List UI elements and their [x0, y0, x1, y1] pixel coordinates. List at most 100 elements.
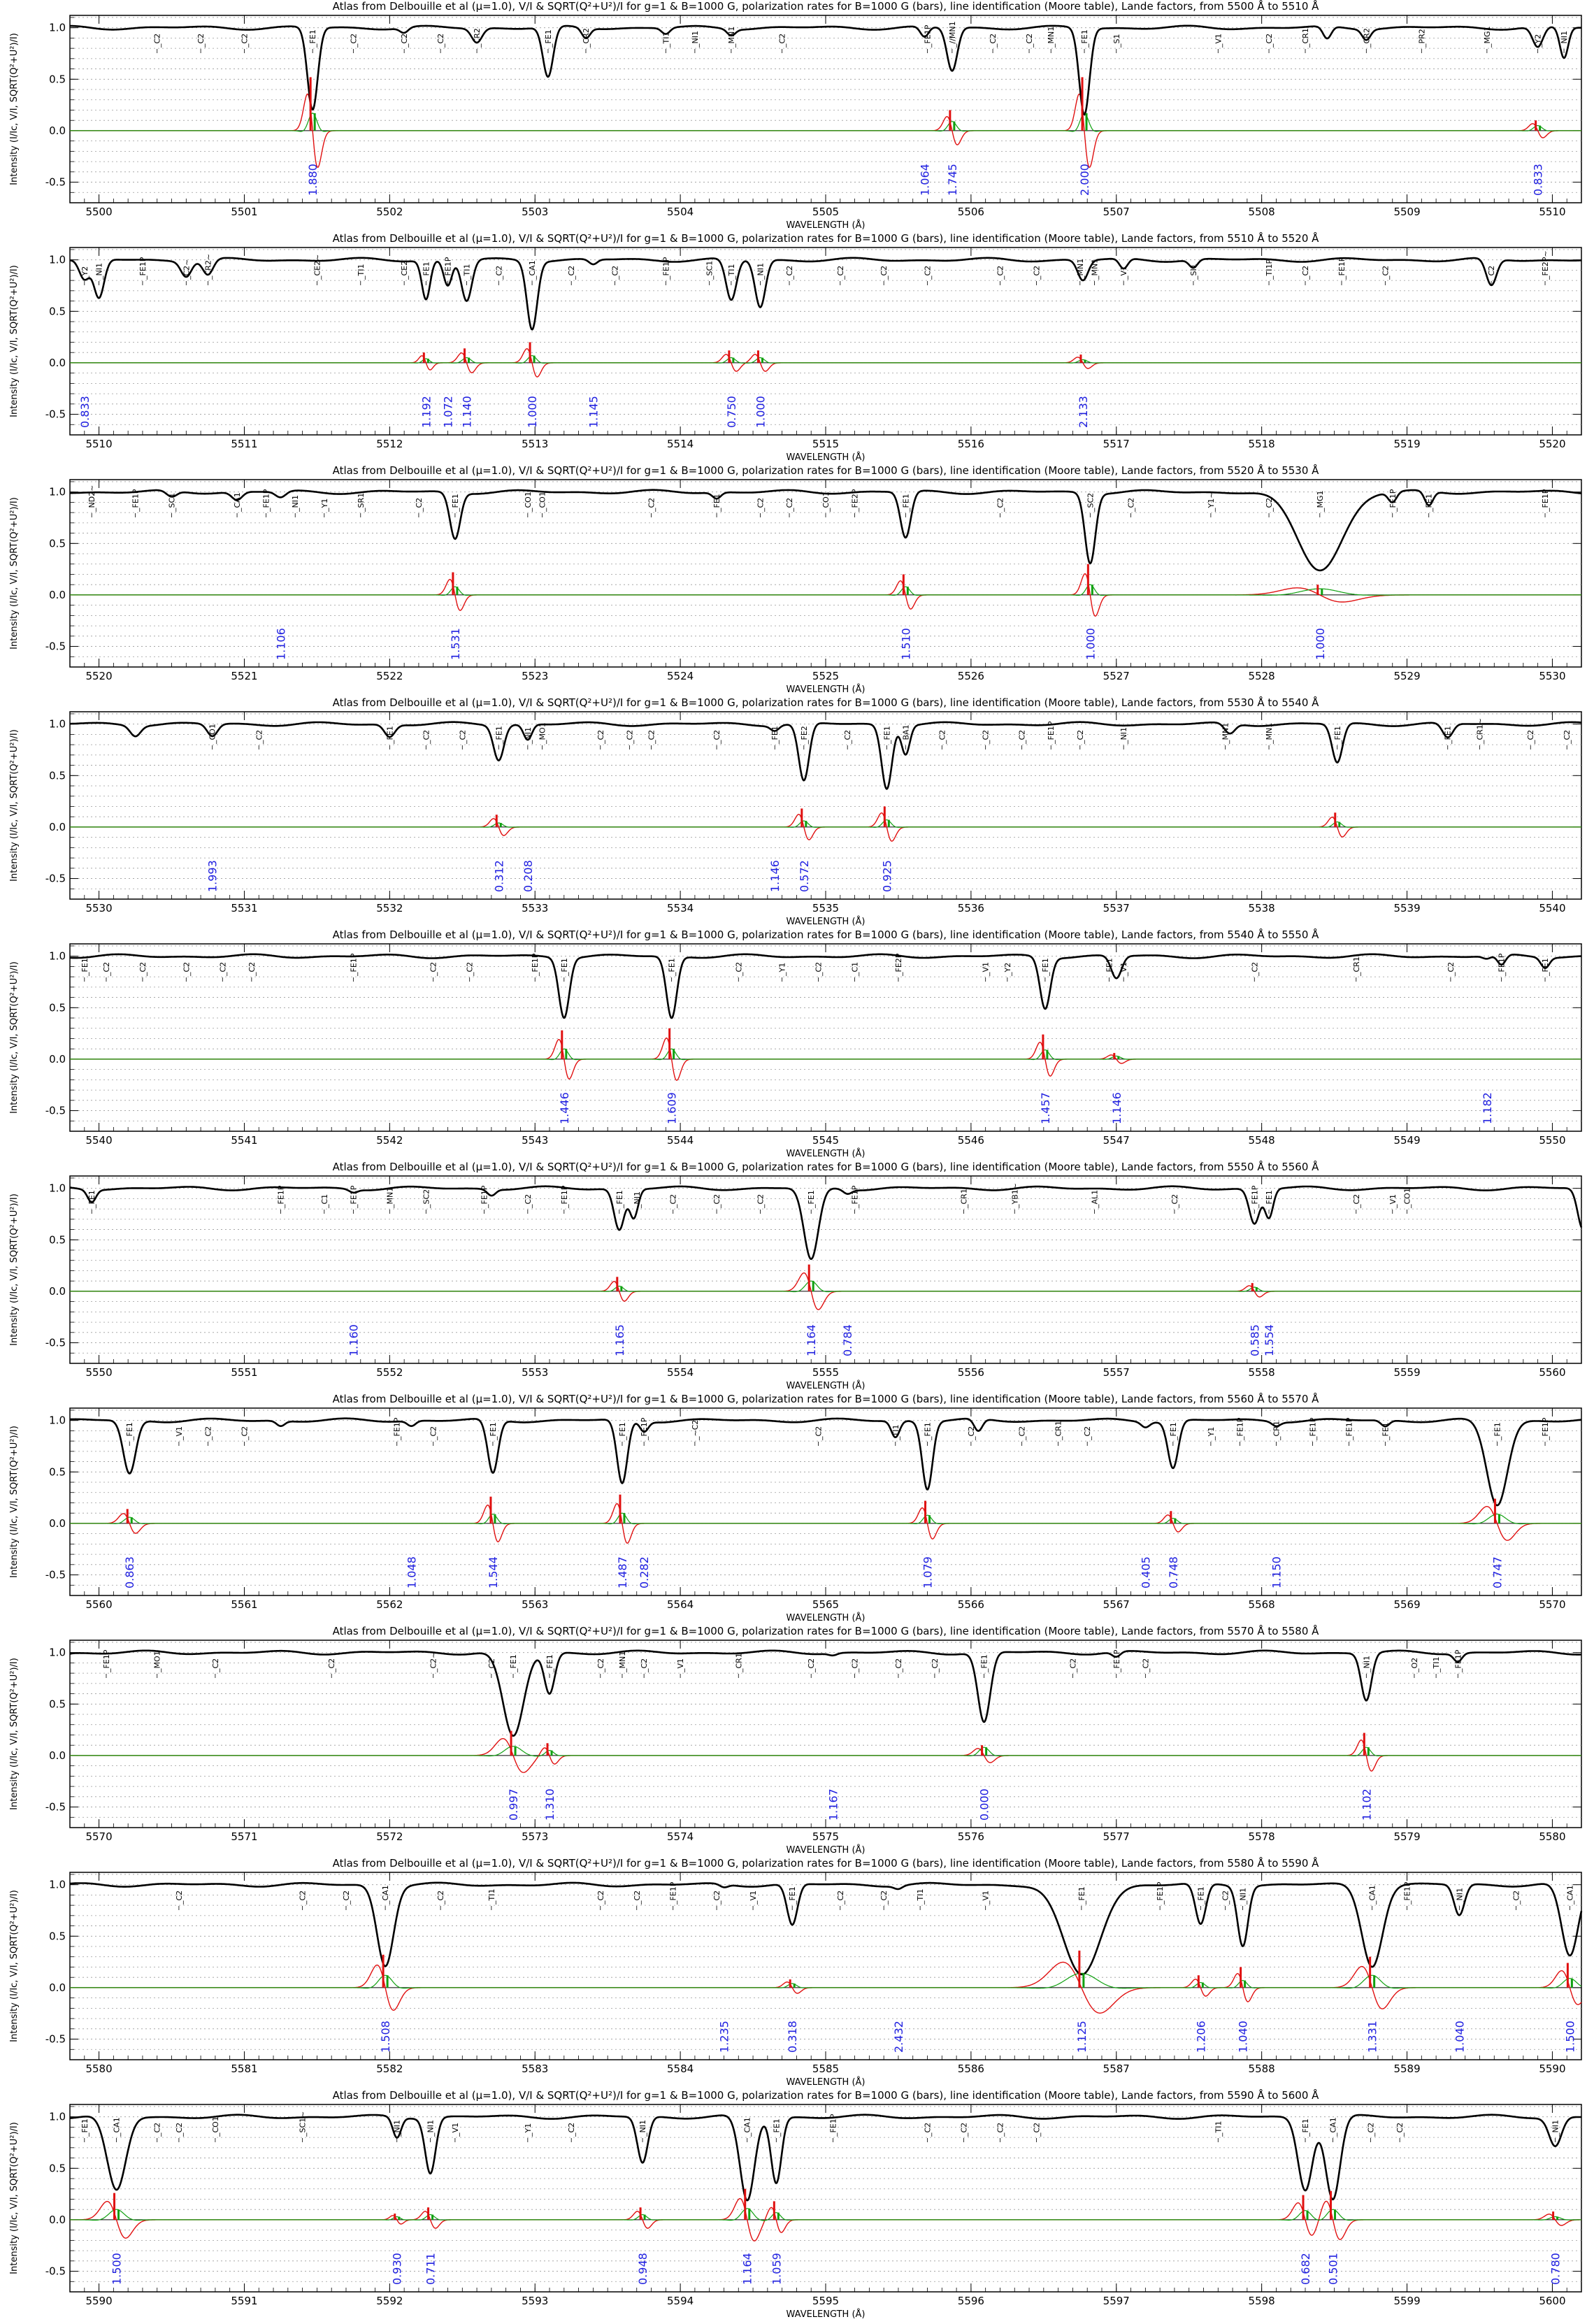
y-tick-label: -0.5: [45, 408, 66, 421]
line-ident-label: _CA1: [381, 1885, 390, 1905]
lande-factor-label: 1.164: [741, 2253, 754, 2285]
line-ident-label: _C2: [240, 1426, 249, 1441]
line-ident-label: _TI1: [916, 1889, 925, 1905]
lande-factor-label: 1.000: [1084, 628, 1097, 660]
x-tick-label: 5522: [376, 670, 403, 682]
line-ident-label: _FE1: [1080, 29, 1089, 48]
x-tick-label: 5556: [958, 1366, 984, 1379]
x-tick-label: 5595: [812, 2295, 839, 2307]
y-tick-label: 0.5: [49, 1233, 66, 1246]
x-tick-label: 5540: [1539, 902, 1565, 914]
y-axis-label: Intensity (I/Ic, V/I, SQRT(Q²+U²)/I): [9, 961, 20, 1114]
x-tick-label: 5511: [231, 438, 257, 450]
line-ident-label: _Y1: [320, 498, 329, 512]
y-tick-label: 0.5: [49, 305, 66, 317]
line-ident-label: _FE1P: [669, 1881, 678, 1905]
line-ident-label: _FE1P: [444, 257, 453, 280]
y-tick-label: 1.0: [49, 718, 66, 731]
linear-polarization-curve: [70, 1048, 1581, 1061]
line-ident-label: _//MN1: [948, 21, 957, 48]
line-ident-label: _NI1: [1362, 1656, 1371, 1673]
linear-polarization-curve: [70, 1972, 1582, 1989]
lande-factor-label: 1.510: [899, 628, 912, 660]
y-axis-label: Intensity (I/Ic, V/I, SQRT(Q²+U²)/I): [9, 1890, 20, 2042]
lande-factor-label: 1.544: [487, 1556, 500, 1588]
line-ident-label: _FE1: [451, 494, 460, 512]
line-ident-label: _C2: [938, 730, 947, 745]
line-ident-label: _C2: [924, 2123, 933, 2137]
line-ident-label: _Y1~: [1207, 492, 1216, 512]
x-tick-label: 5588: [1249, 2063, 1275, 2075]
line-ident-label: _CR2: [473, 28, 482, 48]
line-ident-label: _FE1: [618, 1422, 627, 1441]
x-tick-label: 5573: [522, 1830, 548, 1843]
line-ident-label: _FE1: [1444, 726, 1453, 745]
line-ident-label: _MO1: [153, 1651, 162, 1673]
line-ident-label: _FE1P: [138, 257, 148, 280]
x-tick-label: 5567: [1103, 1598, 1130, 1611]
intensity-curve: [70, 1417, 1582, 1507]
line-ident-label: _MN1: [385, 1187, 394, 1209]
x-axis-label: WAVELENGTH (Å): [787, 1148, 866, 1159]
lande-factor-label: 0.208: [522, 860, 535, 892]
line-ident-label: _FE1: [385, 726, 394, 745]
x-tick-label: 5570: [85, 1830, 112, 1843]
line-ident-label: _C2: [851, 1658, 860, 1673]
y-tick-label: 1.0: [49, 1647, 66, 1659]
x-tick-label: 5600: [1539, 2295, 1565, 2307]
chart-title: Atlas from Delbouille et al (μ=1.0), V/I…: [333, 1161, 1320, 1173]
line-ident-label: _TI1: [463, 264, 472, 280]
x-tick-label: 5587: [1103, 2063, 1130, 2075]
line-ident-label: _C2: [647, 730, 656, 745]
line-ident-label: _FE1P: [480, 1185, 489, 1209]
y-tick-label: 1.0: [49, 1879, 66, 1891]
chart-title: Atlas from Delbouille et al (μ=1.0), V/I…: [333, 696, 1320, 709]
lande-factor-label: 1.072: [442, 396, 455, 428]
intensity-curve: [69, 2114, 1581, 2202]
x-tick-label: 5513: [522, 438, 548, 450]
line-ident-label: _C2: [931, 1658, 940, 1673]
line-ident-label: _C2: [967, 1426, 976, 1441]
line-ident-label: _FE1P: [1541, 1417, 1550, 1441]
line-ident-label: _C2: [1512, 1891, 1521, 1905]
line-ident-label: _NI1: [1560, 31, 1569, 48]
lande-factor-label: 2.432: [892, 2021, 905, 2053]
line-ident-label: _TI1: [487, 1889, 496, 1905]
line-ident-label: _C2: [218, 962, 227, 977]
line-ident-label: _FE1: [1265, 1190, 1274, 1209]
x-tick-label: 5570: [1539, 1598, 1565, 1611]
line-ident-label: _FE1P: [1308, 1417, 1317, 1441]
line-ident-label: _V1: [1388, 1194, 1398, 1209]
line-ident-label: _NI1: [95, 263, 104, 280]
line-ident-label: _C2: [712, 730, 721, 745]
line-ident-label: _C2: [415, 498, 424, 512]
lande-factor-label: 0.833: [1532, 164, 1545, 196]
lande-factor-label: 1.150: [1270, 1556, 1283, 1588]
x-tick-label: 5582: [376, 2063, 403, 2075]
lande-factor-label: 0.784: [841, 1324, 854, 1356]
chart-title: Atlas from Delbouille et al (μ=1.0), V/I…: [333, 1857, 1320, 1870]
line-ident-label: _C2: [982, 730, 991, 745]
x-tick-label: 5577: [1103, 1830, 1130, 1843]
line-ident-label: _FE1P: [1250, 1185, 1259, 1209]
x-tick-label: 5550: [1539, 1134, 1565, 1147]
y-tick-label: 1.0: [49, 486, 66, 498]
chart-title: Atlas from Delbouille et al (μ=1.0), V/I…: [333, 232, 1320, 245]
line-ident-label: _C2: [1563, 730, 1572, 745]
spectrum-panel-8: Atlas from Delbouille et al (μ=1.0), V/I…: [9, 1625, 1582, 1856]
line-ident-label: _CO1: [1403, 1188, 1412, 1209]
line-ident-label: _FE1P: [1541, 489, 1550, 512]
line-ident-label: _FE1P: [924, 24, 933, 48]
x-tick-label: 5590: [1539, 2063, 1565, 2075]
intensity-curve: [70, 1881, 1583, 1976]
lande-factor-label: 0.948: [636, 2253, 649, 2285]
x-tick-label: 5545: [812, 1134, 839, 1147]
line-ident-label: _SC1: [168, 493, 177, 512]
lande-factor-label: 1.500: [1563, 2021, 1577, 2053]
lande-factor-label: 1.457: [1039, 1092, 1052, 1124]
lande-factor-label: 0.405: [1139, 1556, 1152, 1588]
y-tick-label: 1.0: [49, 2111, 66, 2123]
line-ident-label: _C2: [1076, 730, 1085, 745]
x-tick-label: 5504: [667, 206, 694, 218]
line-ident-label: _MN1: [727, 27, 736, 48]
